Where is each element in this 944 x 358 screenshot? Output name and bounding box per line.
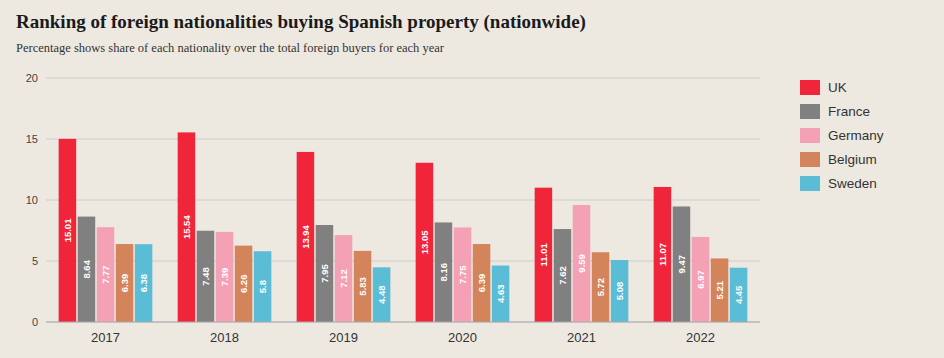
x-tick-label: 2017 [91, 330, 120, 345]
data-label: 6.26 [238, 275, 249, 294]
data-label: 7.12 [338, 269, 349, 288]
data-label: 5.08 [614, 282, 625, 301]
bar [654, 187, 672, 322]
data-label: 15.54 [181, 215, 192, 239]
data-label: 11.07 [657, 243, 668, 266]
bar [435, 222, 453, 322]
bar [473, 244, 491, 322]
grid [46, 78, 760, 322]
bar [235, 246, 253, 322]
data-label: 5.72 [595, 278, 606, 297]
data-label: 13.05 [419, 230, 430, 254]
legend-swatch [800, 176, 820, 191]
bar [611, 260, 629, 322]
bar [692, 237, 710, 322]
data-label: 7.48 [200, 267, 211, 286]
bar [535, 188, 553, 322]
y-tick-label: 20 [26, 72, 38, 84]
bar [135, 244, 153, 322]
bar [216, 232, 234, 322]
bar [354, 251, 372, 322]
data-label: 13.94 [300, 224, 311, 248]
x-tick-label: 2020 [448, 330, 477, 345]
y-tick-label: 10 [26, 194, 38, 206]
bar [297, 152, 315, 322]
data-label: 9.47 [676, 255, 687, 274]
title: Ranking of foreign nationalities buying … [16, 11, 586, 33]
x-axis-line [46, 322, 760, 323]
bar [254, 251, 272, 322]
data-label: 6.39 [476, 274, 487, 293]
bar [573, 205, 591, 322]
x-tick-label: 2018 [210, 330, 239, 345]
data-label: 5.83 [357, 277, 368, 296]
data-label: 5.8 [257, 280, 268, 293]
chart: Ranking of foreign nationalities buying … [0, 0, 944, 358]
data-label: 4.63 [495, 285, 506, 304]
y-tick-label: 5 [32, 255, 38, 267]
grid-line [46, 322, 760, 323]
y-tick-label: 0 [32, 316, 38, 328]
bars [59, 132, 748, 322]
data-label: 7.62 [557, 266, 568, 285]
bar [416, 163, 434, 322]
legend-swatch [800, 104, 820, 119]
grid-line [46, 200, 760, 201]
bar [197, 231, 215, 322]
bar [673, 206, 691, 322]
bar [592, 252, 610, 322]
bar [178, 132, 196, 322]
y-tick-label: 15 [26, 133, 38, 145]
bar [316, 225, 334, 322]
legend-label: Sweden [828, 176, 877, 191]
data-label: 8.16 [438, 263, 449, 282]
data-label: 4.45 [733, 285, 744, 304]
bar [97, 227, 115, 322]
legend-swatch [800, 128, 820, 143]
grid-line [46, 78, 760, 79]
legend-label: France [828, 104, 870, 119]
legend-swatch [800, 152, 820, 167]
bar [373, 267, 391, 322]
grid-line [46, 139, 760, 140]
bar [454, 227, 472, 322]
bar [78, 217, 96, 322]
x-tick-label: 2022 [686, 330, 715, 345]
legend: UK France Germany Belgium Sweden [800, 80, 884, 191]
data-label: 11.01 [538, 242, 549, 266]
data-label: 5.21 [714, 280, 725, 299]
bar [116, 244, 134, 322]
data-label: 4.48 [376, 285, 387, 304]
grid-line [46, 261, 760, 262]
bar [59, 139, 77, 322]
data-label: 7.39 [219, 268, 230, 287]
data-label: 7.77 [100, 265, 111, 284]
data-label: 7.75 [457, 265, 468, 284]
data-label: 9.59 [576, 254, 587, 273]
data-label: 6.39 [119, 274, 130, 293]
bar [492, 266, 510, 322]
subtitle: Percentage shows share of each nationali… [16, 41, 445, 55]
bar [730, 268, 748, 322]
x-tick-label: 2021 [567, 330, 596, 345]
bar [335, 235, 353, 322]
data-labels: 15.01 15.54 13.94 13.05 11.01 11.07 8.64 7.48 7.… [62, 215, 744, 304]
legend-label: Belgium [828, 152, 877, 167]
legend-swatch [800, 80, 820, 95]
x-tick-label: 2019 [329, 330, 358, 345]
data-label: 6.38 [138, 274, 149, 293]
data-label: 6.97 [695, 270, 706, 289]
bar [711, 258, 729, 322]
data-label: 15.01 [62, 218, 73, 242]
data-label: 7.95 [319, 264, 330, 283]
data-label: 8.64 [81, 259, 92, 278]
bar [554, 229, 572, 322]
legend-label: Germany [828, 128, 884, 143]
legend-label: UK [828, 80, 847, 95]
